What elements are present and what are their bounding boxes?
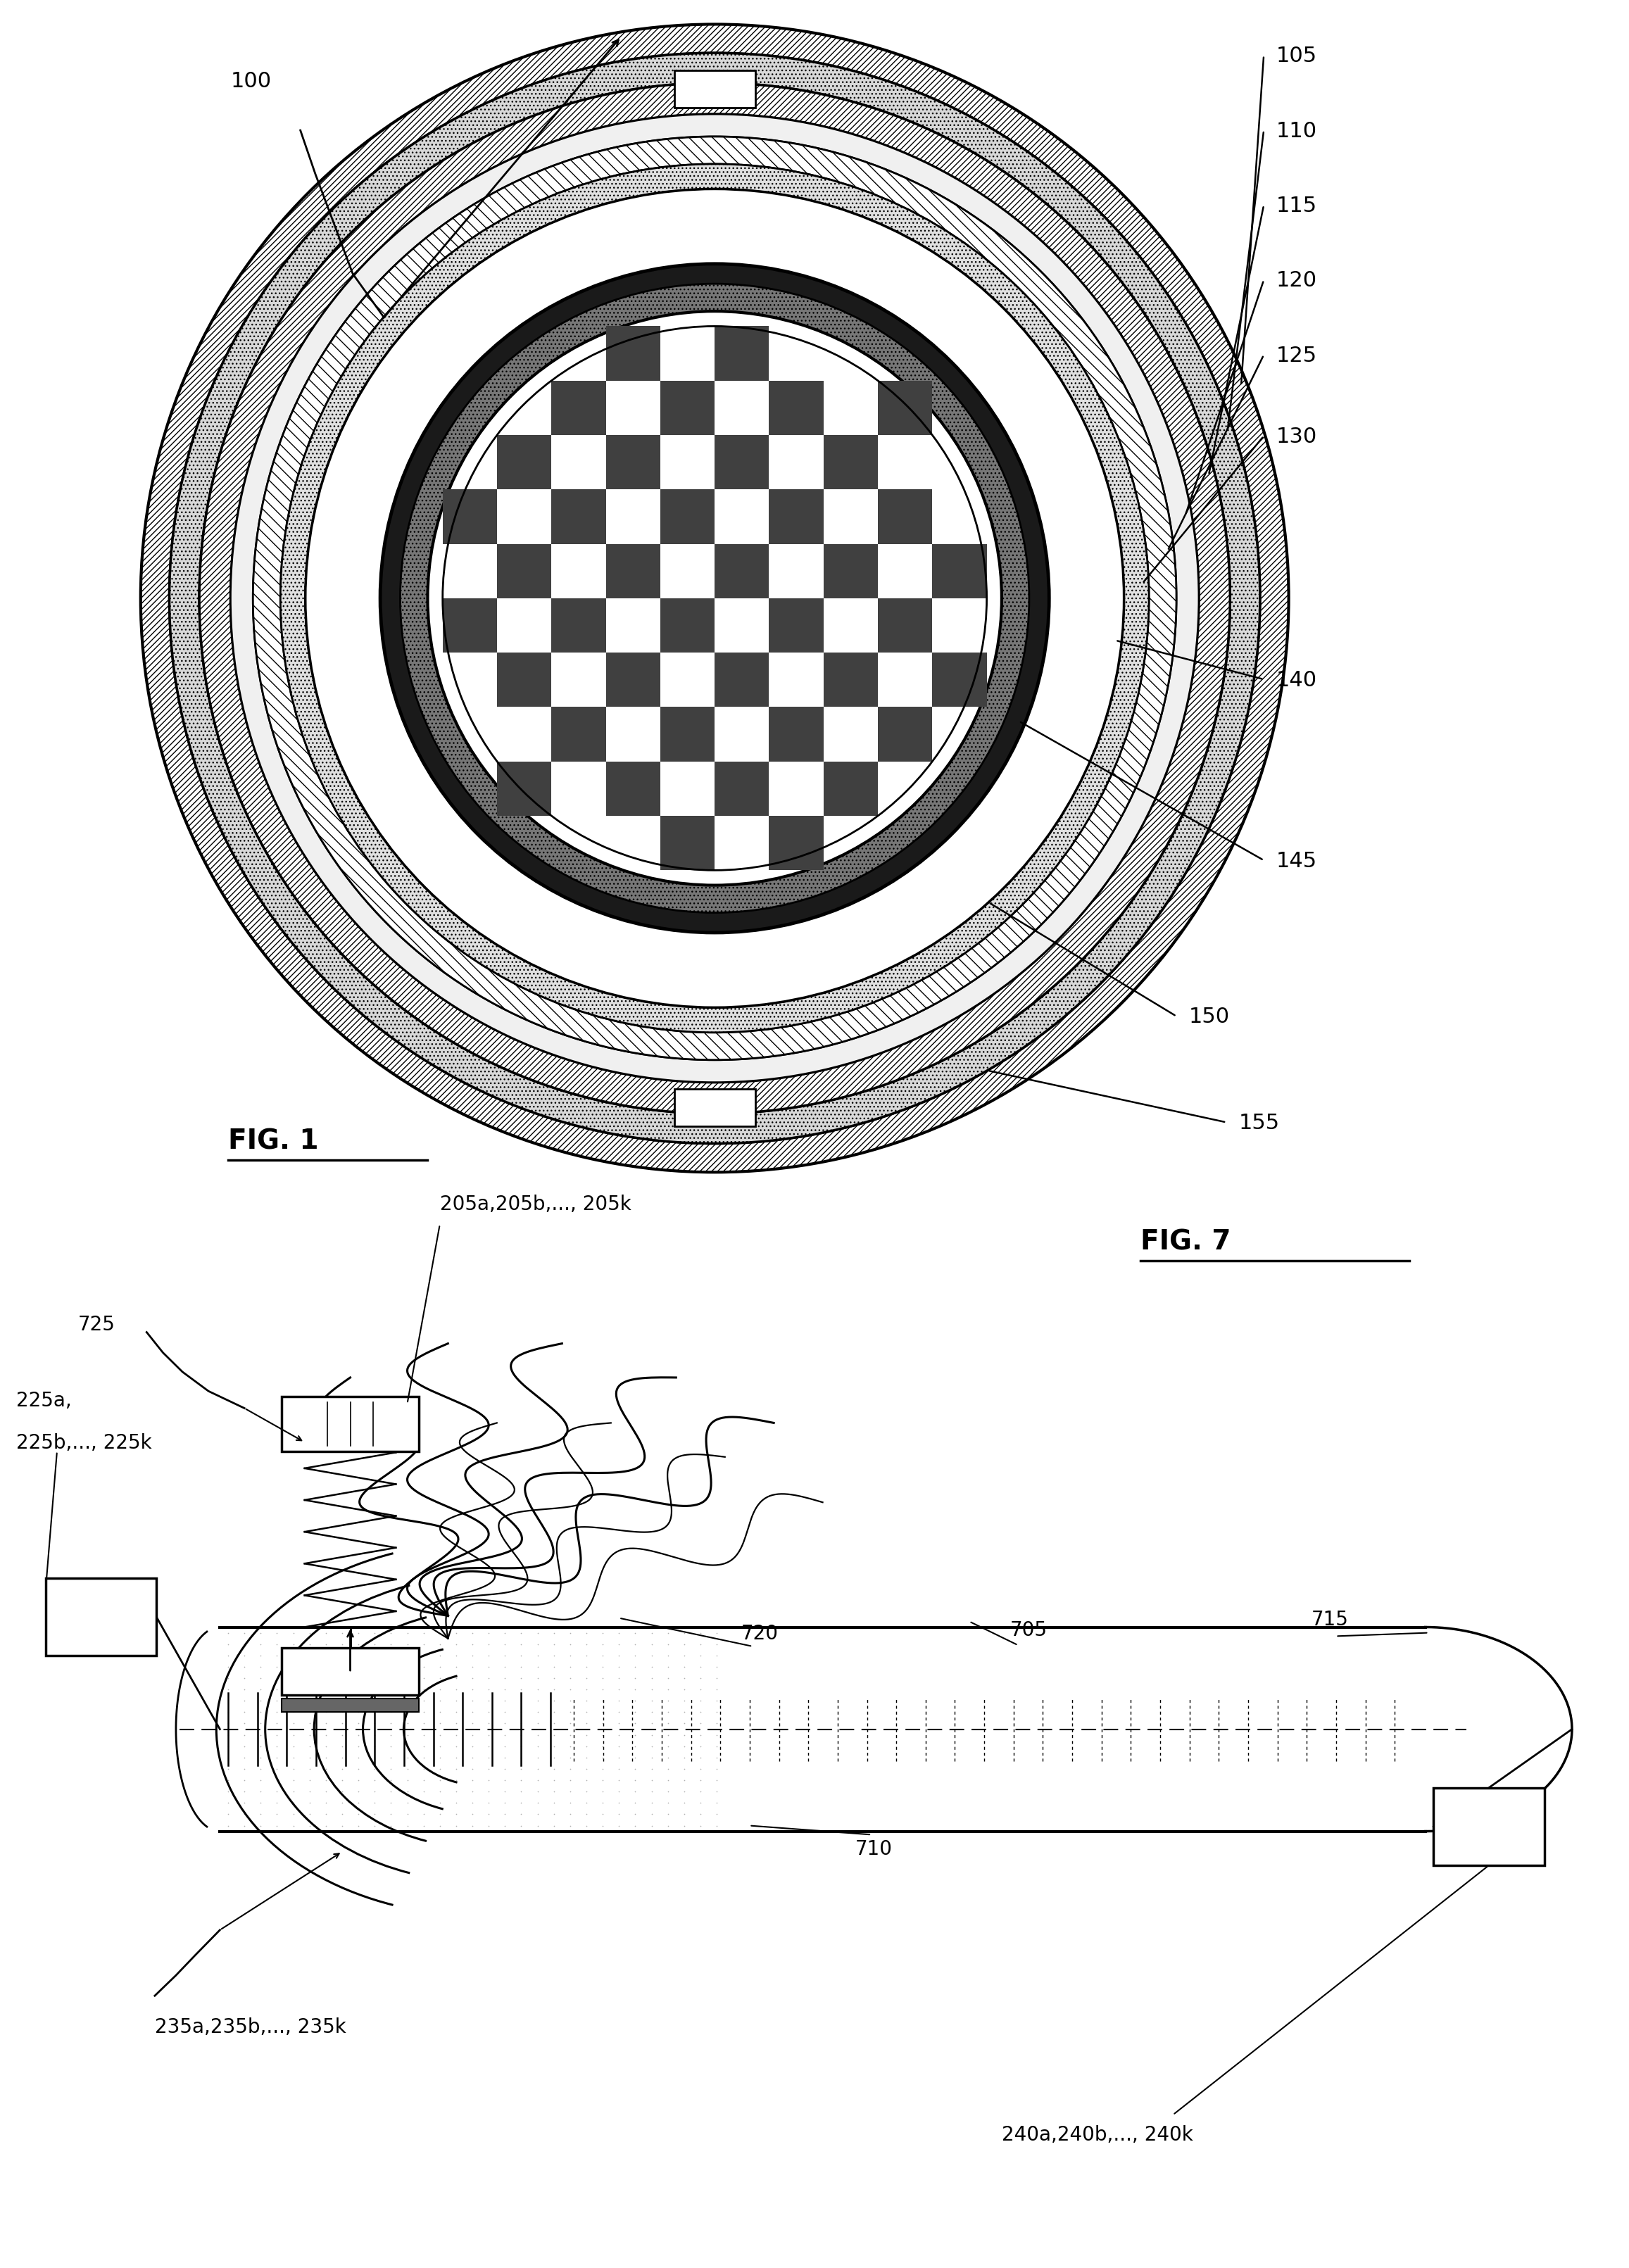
Bar (715, 653, 769, 708)
Circle shape (230, 116, 1199, 1082)
Bar (660, 381, 715, 435)
Circle shape (122, 7, 1308, 1191)
Text: 130: 130 (1276, 426, 1318, 447)
Text: 205a,205b,..., 205k: 205a,205b,..., 205k (440, 1195, 630, 1213)
Text: 235a,235b,..., 235k: 235a,235b,..., 235k (155, 2016, 345, 2037)
Bar (715, 327, 769, 381)
Text: 225a,: 225a, (16, 1390, 72, 1411)
Circle shape (169, 54, 1259, 1143)
Bar (443, 599, 497, 653)
Bar (769, 816, 824, 871)
Circle shape (140, 25, 1289, 1173)
Bar (769, 708, 824, 762)
Text: 155: 155 (1238, 1114, 1280, 1132)
Bar (932, 653, 987, 708)
Bar (878, 490, 932, 544)
Bar (932, 544, 987, 599)
Bar (606, 327, 660, 381)
Bar (878, 708, 932, 762)
Circle shape (305, 191, 1124, 1007)
Bar (606, 653, 660, 708)
Circle shape (252, 138, 1176, 1059)
Text: 110: 110 (1276, 120, 1318, 141)
Bar (878, 599, 932, 653)
Text: 725: 725 (78, 1315, 116, 1334)
Text: 145: 145 (1276, 850, 1318, 871)
Circle shape (280, 166, 1148, 1032)
Circle shape (199, 84, 1230, 1114)
Text: 105: 105 (1276, 45, 1318, 66)
Bar (46, 1579, 156, 1656)
Text: 125: 125 (1276, 345, 1318, 365)
Bar (824, 653, 878, 708)
Circle shape (428, 313, 1002, 885)
Bar (497, 762, 552, 816)
Bar (497, 435, 552, 490)
Bar (606, 544, 660, 599)
Text: 705: 705 (1010, 1619, 1047, 1640)
Circle shape (280, 166, 1148, 1032)
Bar (606, 435, 660, 490)
Text: 115: 115 (1276, 195, 1318, 215)
Circle shape (230, 116, 1199, 1082)
Bar (715, 762, 769, 816)
Bar (660, 708, 715, 762)
Circle shape (252, 138, 1176, 1059)
Bar (660, 599, 715, 653)
Text: FIG. 1: FIG. 1 (228, 1127, 318, 1154)
Text: 240a,240b,..., 240k: 240a,240b,..., 240k (1002, 2125, 1192, 2143)
Text: 100: 100 (230, 70, 272, 91)
Bar (1434, 1787, 1544, 1864)
Bar (674, 70, 756, 109)
Bar (824, 544, 878, 599)
Bar (552, 708, 606, 762)
Circle shape (199, 84, 1230, 1114)
Bar (606, 762, 660, 816)
Text: 225b,..., 225k: 225b,..., 225k (16, 1433, 151, 1452)
Text: 710: 710 (855, 1839, 893, 1857)
Text: 120: 120 (1276, 270, 1318, 290)
Bar (715, 544, 769, 599)
Bar (497, 653, 552, 708)
Bar (660, 816, 715, 871)
Bar (282, 1699, 419, 1712)
Circle shape (380, 265, 1049, 932)
Bar (282, 1649, 419, 1696)
Circle shape (401, 284, 1030, 914)
Bar (552, 381, 606, 435)
Bar (824, 435, 878, 490)
Bar (769, 381, 824, 435)
Text: 715: 715 (1311, 1610, 1349, 1628)
Bar (552, 490, 606, 544)
Bar (443, 490, 497, 544)
Bar (878, 381, 932, 435)
Bar (824, 762, 878, 816)
Bar (769, 490, 824, 544)
Text: 150: 150 (1189, 1007, 1230, 1027)
Circle shape (305, 191, 1124, 1007)
Circle shape (169, 54, 1259, 1143)
Bar (674, 1089, 756, 1127)
Text: FIG. 7: FIG. 7 (1140, 1229, 1232, 1254)
Bar (282, 1397, 419, 1452)
Bar (660, 490, 715, 544)
Text: 140: 140 (1276, 669, 1318, 689)
Bar (769, 599, 824, 653)
Bar (497, 544, 552, 599)
Bar (552, 599, 606, 653)
Bar (715, 435, 769, 490)
Text: 720: 720 (741, 1624, 779, 1642)
